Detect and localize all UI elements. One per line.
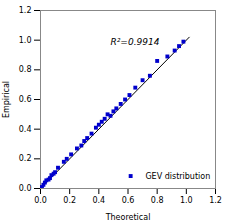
svg-text:1.0: 1.0 — [19, 36, 32, 45]
svg-text:0.0: 0.0 — [19, 184, 32, 193]
svg-text:0.6: 0.6 — [122, 196, 135, 205]
svg-text:GEV distribution: GEV distribution — [145, 172, 210, 181]
svg-text:0.0: 0.0 — [34, 196, 47, 205]
svg-text:Empirical: Empirical — [2, 81, 11, 118]
svg-text:0.8: 0.8 — [151, 196, 164, 205]
svg-text:0.4: 0.4 — [19, 125, 32, 134]
svg-text:1.2: 1.2 — [209, 196, 222, 205]
svg-text:0.2: 0.2 — [63, 196, 76, 205]
svg-text:1.2: 1.2 — [19, 6, 32, 15]
svg-text:1.0: 1.0 — [180, 196, 193, 205]
svg-text:0.8: 0.8 — [19, 65, 32, 74]
svg-text:0.2: 0.2 — [19, 154, 32, 163]
svg-text:0.6: 0.6 — [19, 95, 32, 104]
svg-text:0.4: 0.4 — [92, 196, 105, 205]
svg-text:Theoretical: Theoretical — [105, 213, 151, 222]
svg-text:R²=0.9914: R²=0.9914 — [111, 37, 160, 47]
